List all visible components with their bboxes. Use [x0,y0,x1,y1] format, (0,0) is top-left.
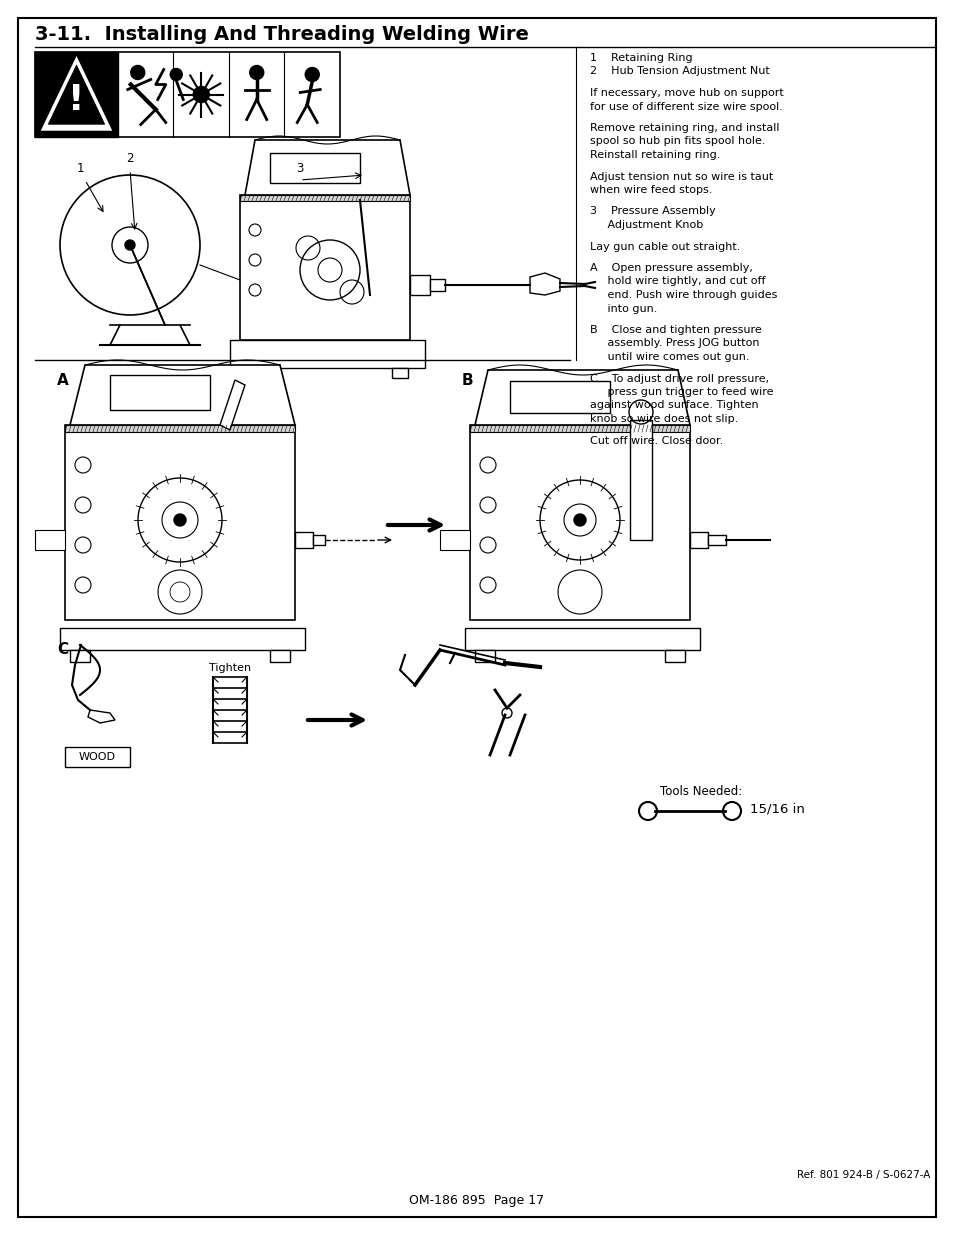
Text: C: C [57,642,68,657]
Text: when wire feed stops.: when wire feed stops. [589,185,712,195]
Polygon shape [475,370,689,425]
Text: into gun.: into gun. [589,304,657,314]
Bar [475,650,495,662]
Text: 3: 3 [296,162,303,175]
Text: 2    Hub Tension Adjustment Nut: 2 Hub Tension Adjustment Nut [589,67,769,77]
Text: assembly. Press JOG button: assembly. Press JOG button [589,338,759,348]
Text: Adjust tension nut so wire is taut: Adjust tension nut so wire is taut [589,172,773,182]
Bar [35,52,339,137]
Bar [439,530,470,550]
Polygon shape [245,140,410,195]
Text: A: A [57,373,69,388]
Bar [242,368,257,378]
Bar [689,532,707,548]
Polygon shape [88,710,115,722]
Text: Reinstall retaining ring.: Reinstall retaining ring. [589,149,720,161]
Bar [470,425,689,620]
Polygon shape [220,380,245,430]
Text: B: B [461,373,473,388]
Bar [270,153,359,183]
Bar [629,420,651,540]
Bar [707,535,725,545]
Circle shape [574,514,585,526]
Text: WOOD: WOOD [78,752,115,762]
Polygon shape [49,65,105,124]
Bar [410,275,430,295]
Bar [65,425,294,620]
Text: spool so hub pin fits spool hole.: spool so hub pin fits spool hole. [589,137,764,147]
Circle shape [173,514,186,526]
Bar [35,530,65,550]
Circle shape [305,68,319,82]
Circle shape [193,86,209,103]
Text: 15/16 in: 15/16 in [749,803,804,816]
Bar [35,52,118,137]
Bar [110,375,210,410]
Text: If necessary, move hub on support: If necessary, move hub on support [589,88,783,98]
Bar [65,747,130,767]
Text: Adjustment Knob: Adjustment Knob [589,220,702,230]
Text: 3-11.  Installing And Threading Welding Wire: 3-11. Installing And Threading Welding W… [35,25,528,44]
Text: Tighten: Tighten [209,663,251,673]
Circle shape [131,65,145,79]
Text: press gun trigger to feed wire: press gun trigger to feed wire [589,387,773,396]
Text: Lay gun cable out straight.: Lay gun cable out straight. [589,242,740,252]
Bar [230,340,424,368]
Bar [464,629,700,650]
Bar [270,650,290,662]
Polygon shape [70,366,294,425]
Text: C    To adjust drive roll pressure,: C To adjust drive roll pressure, [589,373,768,384]
Circle shape [170,68,182,80]
Circle shape [250,65,263,79]
Bar [60,629,305,650]
Text: 1    Retaining Ring: 1 Retaining Ring [589,53,692,63]
Text: B    Close and tighten pressure: B Close and tighten pressure [589,325,760,335]
Text: Cut off wire. Close door.: Cut off wire. Close door. [589,436,722,446]
Text: against wood surface. Tighten: against wood surface. Tighten [589,400,758,410]
Bar [664,650,684,662]
Text: OM-186 895  Page 17: OM-186 895 Page 17 [409,1194,544,1207]
Text: hold wire tightly, and cut off: hold wire tightly, and cut off [589,277,764,287]
Text: knob so wire does not slip.: knob so wire does not slip. [589,414,738,424]
Circle shape [125,240,135,249]
Text: 3    Pressure Assembly: 3 Pressure Assembly [589,206,715,216]
Text: A    Open pressure assembly,: A Open pressure assembly, [589,263,752,273]
Text: !: ! [69,83,85,116]
Bar [240,195,410,201]
Bar [294,532,313,548]
Text: 2: 2 [126,152,133,165]
Bar [510,382,609,412]
Bar [470,425,689,432]
Text: Tools Needed:: Tools Needed: [659,785,741,798]
Bar [240,195,410,340]
Bar [70,650,90,662]
Bar [392,368,408,378]
Text: 1: 1 [76,162,84,175]
Bar [430,279,444,291]
Text: until wire comes out gun.: until wire comes out gun. [589,352,749,362]
Text: Ref. 801 924-B / S-0627-A: Ref. 801 924-B / S-0627-A [796,1170,929,1179]
Bar [313,535,325,545]
Polygon shape [44,61,110,128]
Text: Remove retaining ring, and install: Remove retaining ring, and install [589,124,779,133]
Polygon shape [530,273,559,295]
Text: for use of different size wire spool.: for use of different size wire spool. [589,101,782,111]
Text: end. Push wire through guides: end. Push wire through guides [589,290,777,300]
Bar [65,425,294,432]
